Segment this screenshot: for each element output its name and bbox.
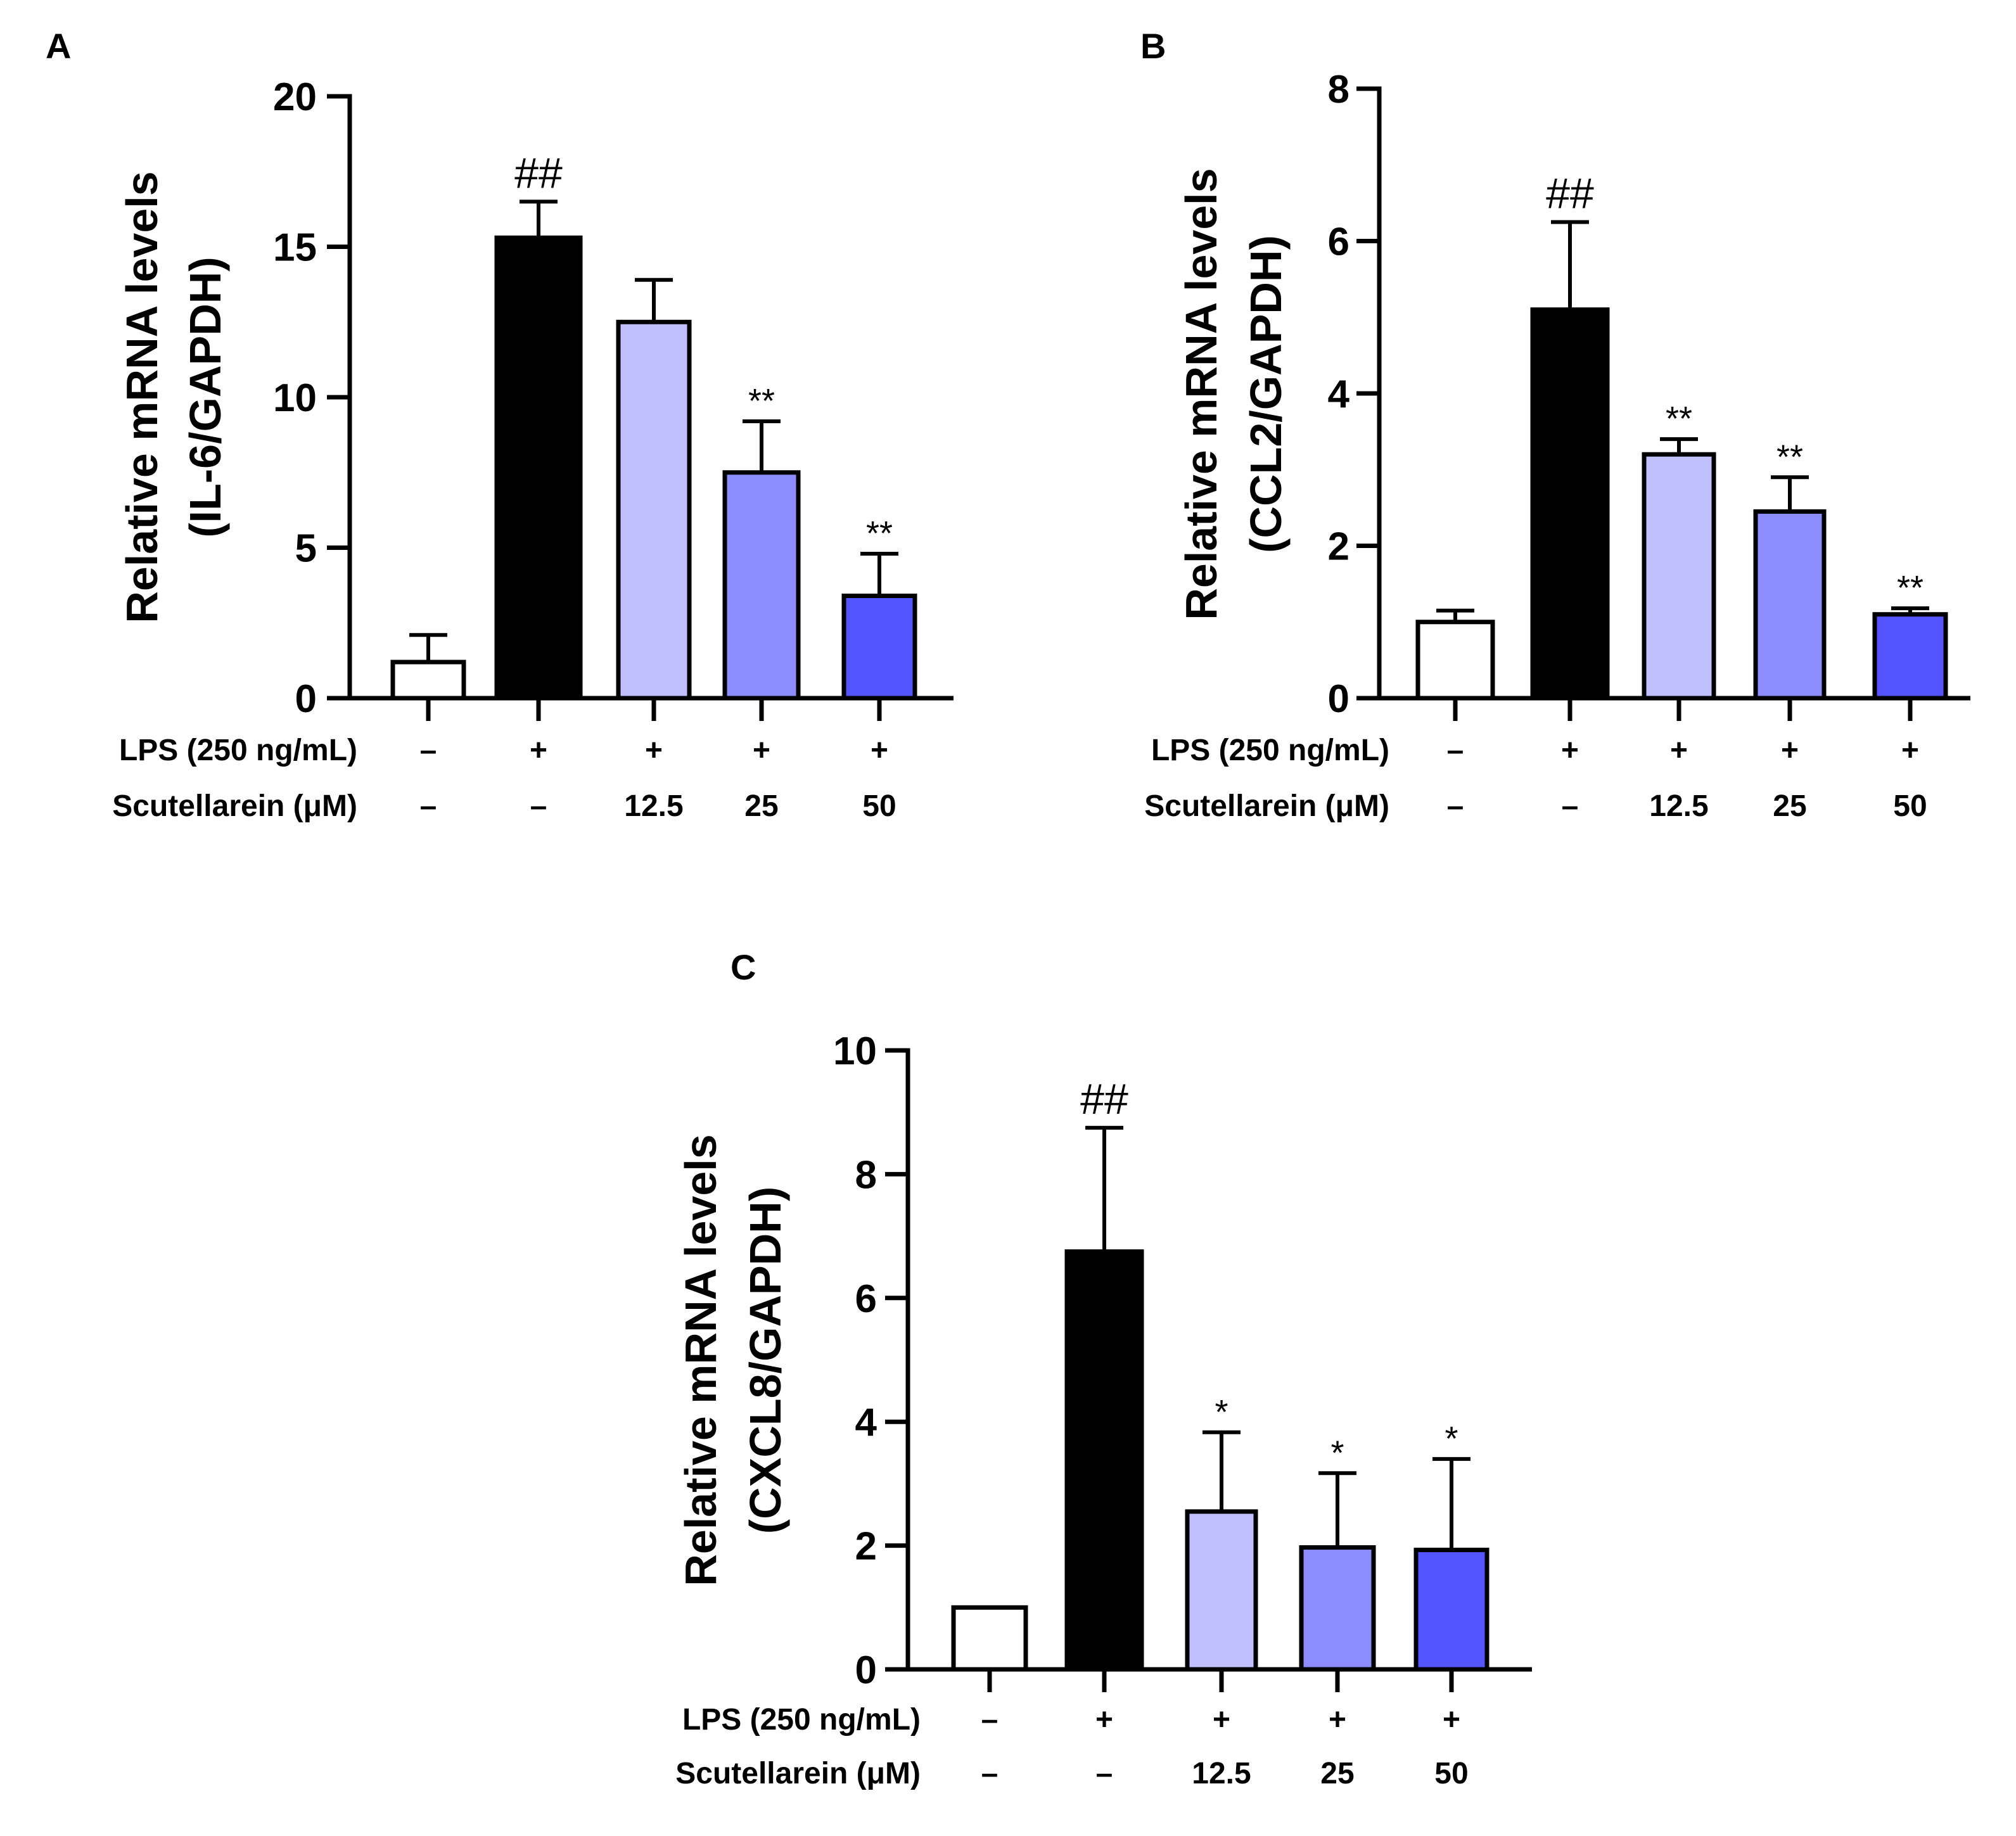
lps-condition-label: + — [1781, 734, 1799, 767]
lps-condition-label: + — [871, 734, 888, 767]
lps-condition-label: + — [1561, 734, 1579, 767]
y-axis-title-line: Relative mRNA levels — [117, 171, 167, 623]
panel-letter: C — [730, 947, 756, 987]
lps-condition-label: + — [530, 734, 547, 767]
lps-condition-label: + — [1443, 1703, 1460, 1737]
lps-row-label: LPS (250 ng/mL) — [119, 734, 357, 767]
scutellarein-condition-label: 25 — [1773, 789, 1806, 823]
y-tick-label: 15 — [273, 226, 317, 270]
panel-c: C Relative mRNA levels (CXCL8/GAPDH) 0 2 4 6 8 1… — [675, 947, 1532, 1790]
scutellarein-condition-label: 12.5 — [1192, 1757, 1251, 1790]
lps-condition-label: + — [753, 734, 770, 767]
scutellarein-condition-label: 50 — [862, 789, 896, 823]
scutellarein-condition-label: – — [530, 789, 547, 823]
scutellarein-condition-label: 50 — [1434, 1757, 1468, 1790]
bar — [1642, 452, 1716, 701]
significance-label: * — [1215, 1393, 1228, 1431]
significance-label: ## — [1546, 169, 1594, 217]
bar — [1530, 307, 1610, 701]
significance-label: ** — [866, 514, 893, 552]
lps-condition-label: – — [420, 734, 437, 767]
scutellarein-condition-label: 12.5 — [624, 789, 683, 823]
scutellarein-row-label: Scutellarein (μM) — [1144, 789, 1389, 823]
panel-b: B Relative mRNA levels (CCL2/GAPDH) 0 2 4 6 8 – –… — [1140, 26, 1970, 823]
y-tick-label: 4 — [1328, 373, 1350, 416]
y-tick-label: 8 — [855, 1153, 877, 1197]
scutellarein-condition-label: 25 — [1320, 1757, 1354, 1790]
scutellarein-condition-label: 50 — [1893, 789, 1927, 823]
lps-row-label: LPS (250 ng/mL) — [1151, 734, 1389, 767]
y-tick-label: 0 — [855, 1648, 877, 1692]
bar — [1413, 1547, 1490, 1672]
lps-condition-label: + — [645, 734, 663, 767]
scutellarein-condition-label: 25 — [744, 789, 778, 823]
y-tick-label: 8 — [1328, 68, 1349, 112]
scutellarein-row-label: Scutellarein (μM) — [112, 789, 357, 823]
y-tick-label: 6 — [855, 1277, 877, 1321]
significance-label: ** — [1666, 400, 1692, 438]
bar — [1064, 1249, 1144, 1672]
bar — [1753, 509, 1827, 701]
y-axis-title-line: (CXCL8/GAPDH) — [741, 1187, 790, 1534]
lps-condition-label: + — [1901, 734, 1919, 767]
y-axis-title-line: Relative mRNA levels — [676, 1134, 725, 1586]
panel-letter: B — [1140, 26, 1166, 66]
bar — [1185, 1509, 1258, 1672]
bar — [1872, 612, 1948, 701]
scutellarein-condition-label: – — [1562, 789, 1579, 823]
lps-condition-label: + — [1670, 734, 1688, 767]
lps-condition-label: + — [1095, 1703, 1113, 1737]
y-tick-label: 10 — [273, 376, 317, 420]
significance-label: ## — [1080, 1075, 1128, 1123]
significance-label: ## — [514, 149, 563, 197]
panel-a: A Relative mRNA levels (IL-6/GAPDH) 0 5 10 15 2… — [46, 26, 954, 823]
scutellarein-condition-label: – — [420, 789, 437, 823]
y-tick-label: 4 — [855, 1401, 877, 1444]
y-tick-label: 0 — [1328, 677, 1349, 721]
bar — [390, 660, 466, 701]
y-tick-label: 10 — [833, 1030, 877, 1073]
y-tick-label: 5 — [295, 527, 317, 571]
scutellarein-condition-label: – — [1447, 789, 1464, 823]
y-tick-label: 2 — [855, 1525, 877, 1569]
y-tick-label: 2 — [1328, 525, 1349, 569]
y-axis-title-line: (CCL2/GAPDH) — [1241, 235, 1291, 553]
lps-condition-label: – — [981, 1703, 998, 1737]
lps-row-label: LPS (250 ng/mL) — [682, 1703, 921, 1737]
y-axis-title-line: Relative mRNA levels — [1177, 168, 1226, 620]
lps-condition-label: + — [1329, 1703, 1346, 1737]
significance-label: ** — [748, 382, 775, 420]
bar — [841, 594, 917, 701]
bar — [951, 1605, 1028, 1672]
scutellarein-condition-label: 12.5 — [1649, 789, 1708, 823]
significance-label: ** — [1777, 438, 1803, 476]
lps-condition-label: – — [1447, 734, 1464, 767]
scutellarein-condition-label: – — [1096, 1757, 1113, 1790]
y-tick-label: 0 — [295, 677, 317, 721]
bar — [616, 319, 692, 701]
significance-label: * — [1330, 1434, 1344, 1472]
scutellarein-condition-label: – — [981, 1757, 998, 1790]
bar — [1415, 620, 1495, 701]
bar — [494, 235, 583, 701]
y-tick-label: 20 — [273, 75, 317, 119]
panel-letter: A — [46, 26, 71, 66]
bar — [722, 470, 801, 701]
significance-label: ** — [1897, 569, 1923, 607]
y-tick-label: 6 — [1328, 220, 1349, 264]
bar — [1299, 1545, 1376, 1672]
y-axis-title-line: (IL-6/GAPDH) — [181, 257, 230, 537]
lps-condition-label: + — [1213, 1703, 1230, 1737]
significance-label: * — [1445, 1420, 1458, 1458]
scutellarein-row-label: Scutellarein (μM) — [675, 1757, 921, 1790]
